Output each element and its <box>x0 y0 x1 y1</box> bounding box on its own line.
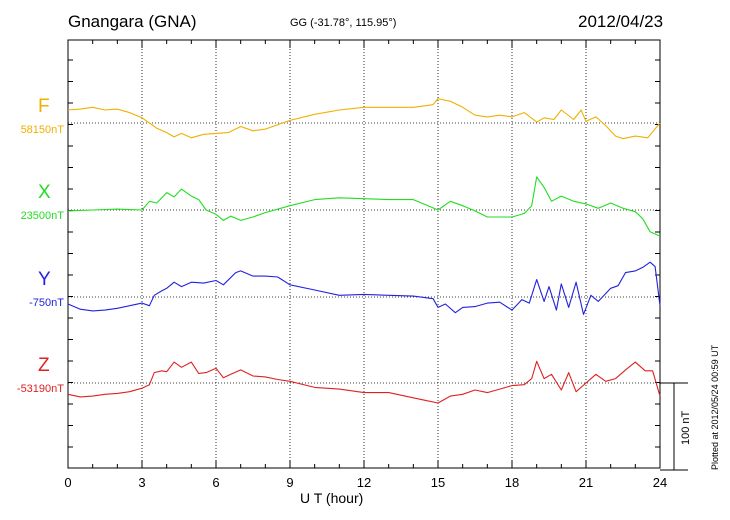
station-title: Gnangara (GNA) <box>68 12 197 31</box>
series-z-line <box>67 360 661 404</box>
series-y-line <box>67 261 661 315</box>
x-tick-label: 6 <box>212 475 219 490</box>
geo-coordinates: GG (-31.78°, 115.95°) <box>290 17 397 29</box>
channel-y-name: Y <box>38 269 51 290</box>
series-x-line <box>67 176 661 237</box>
x-tick-label: 21 <box>579 475 593 490</box>
channel-z-baseline: -53190nT <box>16 383 64 395</box>
x-tick-label: 0 <box>64 475 71 490</box>
channel-z-name: Z <box>38 355 50 376</box>
channel-x-baseline: 23500nT <box>20 210 64 222</box>
channel-y-baseline: -750nT <box>29 297 64 309</box>
plot-date: 2012/04/23 <box>578 12 664 31</box>
channel-x-name: X <box>38 182 51 203</box>
scale-bar-label: 100 nT <box>680 410 692 445</box>
channel-f-name: F <box>38 96 50 117</box>
x-tick-label: 12 <box>357 475 371 490</box>
x-tick-label: 18 <box>505 475 519 490</box>
x-tick-label: 9 <box>286 475 293 490</box>
x-axis-label: U T (hour) <box>300 490 364 506</box>
x-tick-label: 24 <box>653 475 667 490</box>
x-tick-label: 15 <box>431 475 445 490</box>
series-f-line <box>67 98 661 140</box>
plotted-timestamp: Plotted at 2012/05/24 00:59 UT <box>710 344 720 470</box>
channel-f-baseline: 58150nT <box>20 124 64 136</box>
x-tick-label: 3 <box>138 475 145 490</box>
